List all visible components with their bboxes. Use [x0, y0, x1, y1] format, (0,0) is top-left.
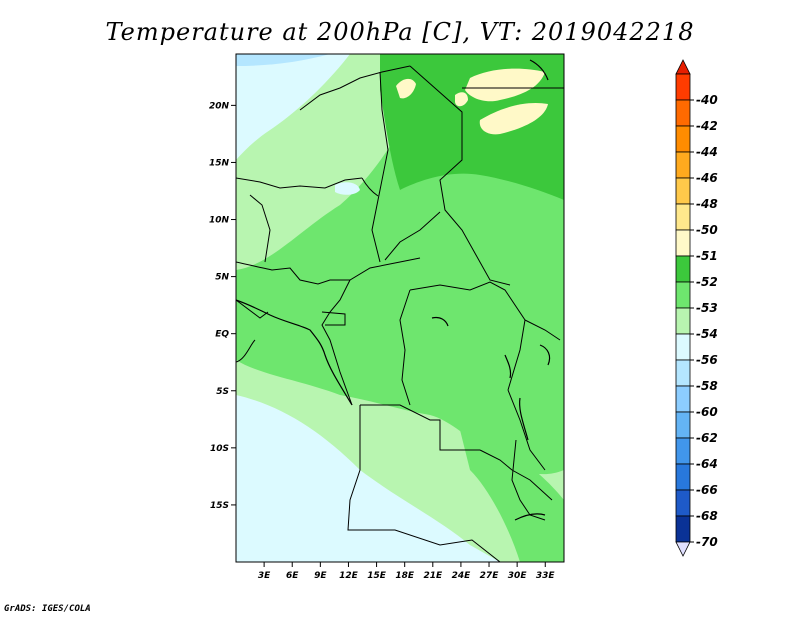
colorbar-label: -60: [696, 405, 718, 419]
x-tick-label: 15E: [367, 571, 387, 581]
x-tick-label: 24E: [452, 571, 472, 581]
plot-frame: [235, 53, 565, 563]
field-patch-yellow-2: [479, 102, 548, 135]
x-tick-label: 21E: [423, 571, 443, 581]
country-borders: [236, 65, 564, 562]
colorbar-label: -50: [696, 223, 718, 237]
colorbar-swatch: [675, 203, 691, 231]
y-tick-label: 15N: [209, 158, 230, 168]
colorbar-label: -52: [696, 275, 718, 289]
coastline-lakes: [236, 59, 551, 521]
colorbar-top-arrow: [675, 59, 691, 75]
colorbar-label: -44: [696, 145, 718, 159]
x-tick-label: 6E: [286, 571, 299, 581]
y-tick-label: 15S: [210, 501, 229, 511]
x-tick-label: 9E: [314, 571, 327, 581]
x-tick-label: 27E: [480, 571, 500, 581]
colorbar-swatch: [675, 99, 691, 127]
colorbar: -40 -42 -44 -46 -48 -50 -51 -52 -53 -54 -56 -58 -60 -…: [675, 59, 718, 557]
colorbar-label: -40: [696, 93, 718, 107]
x-tick-label: 18E: [395, 571, 415, 581]
colorbar-label: -53: [696, 301, 718, 315]
map-title: Temperature at 200hPa [C], VT: 201904221…: [105, 18, 695, 46]
colorbar-label: -56: [696, 353, 718, 367]
colorbar-swatch: [675, 151, 691, 179]
y-tick-label: EQ: [215, 330, 229, 340]
y-tick-label: 5N: [215, 273, 229, 283]
colorbar-swatch: [675, 229, 691, 257]
field-band-green-east: [460, 430, 564, 562]
colorbar-swatch: [675, 177, 691, 205]
y-axis-ticks: 20N 15N 10N 5N EQ 5S 10S 15S: [209, 101, 236, 511]
x-tick-label: 30E: [508, 571, 528, 581]
y-tick-label: 20N: [209, 101, 230, 111]
colorbar-swatch: [675, 255, 691, 283]
x-tick-label: 3E: [258, 571, 271, 581]
colorbar-label: -51: [696, 249, 718, 263]
y-tick-label: 10S: [210, 444, 229, 454]
field-patch-yellow-4: [455, 92, 468, 107]
colorbar-swatch: [675, 515, 691, 543]
x-tick-label: 33E: [536, 571, 556, 581]
colorbar-label: -46: [696, 171, 718, 185]
field-band-light-cyan-north: [236, 54, 350, 160]
colorbar-swatch: [675, 281, 691, 309]
grads-credit: GrADS: IGES/COLA: [4, 604, 91, 614]
colorbar-label: -58: [696, 379, 718, 393]
colorbar-swatch: [675, 437, 691, 465]
colorbar-label: -54: [696, 327, 718, 341]
colorbar-label: -64: [696, 457, 718, 471]
colorbar-swatch: [675, 463, 691, 491]
field-band-light-cyan-south: [236, 395, 500, 562]
colorbar-swatch: [675, 333, 691, 361]
field-patch-yellow-1: [465, 68, 545, 102]
colorbar-swatch: [675, 385, 691, 413]
colorbar-swatch: [675, 411, 691, 439]
colorbar-swatch: [675, 359, 691, 387]
colorbar-bottom-arrow: [675, 541, 691, 557]
colorbar-label: -42: [696, 119, 718, 133]
y-tick-label: 10N: [209, 216, 230, 226]
colorbar-swatch: [675, 489, 691, 517]
y-tick-label: 5S: [216, 387, 229, 397]
colorbar-label: -70: [696, 535, 718, 549]
x-axis-ticks: 3E 6E 9E 12E 15E 18E 21E 24E 27E 30E 33E: [258, 562, 556, 581]
colorbar-label: -68: [696, 509, 718, 523]
colorbar-swatch: [675, 125, 691, 153]
field-band-sky-corner: [236, 54, 330, 66]
colorbar-swatch: [675, 307, 691, 335]
field-patch-yellow-3: [396, 78, 416, 99]
colorbar-label: -66: [696, 483, 718, 497]
colorbar-label: -48: [696, 197, 718, 211]
colorbar-label: -62: [696, 431, 718, 445]
colorbar-swatch: [675, 73, 691, 101]
field-patch-lake: [335, 182, 360, 195]
x-tick-label: 12E: [339, 571, 359, 581]
